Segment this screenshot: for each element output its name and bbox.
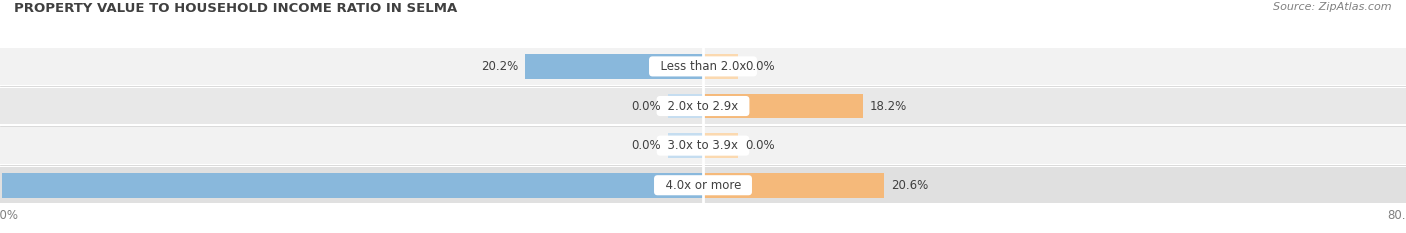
- Text: Source: ZipAtlas.com: Source: ZipAtlas.com: [1274, 2, 1392, 12]
- Text: 20.2%: 20.2%: [481, 60, 519, 73]
- Text: 0.0%: 0.0%: [745, 60, 775, 73]
- Text: Less than 2.0x: Less than 2.0x: [652, 60, 754, 73]
- Bar: [1, 173, 703, 198]
- Bar: [703, 133, 738, 158]
- Text: 0.0%: 0.0%: [631, 99, 661, 113]
- Bar: [668, 133, 703, 158]
- Bar: [703, 173, 884, 198]
- Text: 4.0x or more: 4.0x or more: [658, 179, 748, 192]
- Bar: [526, 54, 703, 79]
- Bar: [0, 127, 1406, 164]
- Text: 18.2%: 18.2%: [870, 99, 907, 113]
- Text: PROPERTY VALUE TO HOUSEHOLD INCOME RATIO IN SELMA: PROPERTY VALUE TO HOUSEHOLD INCOME RATIO…: [14, 2, 457, 15]
- Bar: [0, 167, 1406, 203]
- Bar: [668, 94, 703, 118]
- Bar: [703, 54, 738, 79]
- Bar: [0, 88, 1406, 124]
- Text: 0.0%: 0.0%: [631, 139, 661, 152]
- Text: 2.0x to 2.9x: 2.0x to 2.9x: [661, 99, 745, 113]
- Text: 3.0x to 3.9x: 3.0x to 3.9x: [661, 139, 745, 152]
- Text: 20.6%: 20.6%: [891, 179, 928, 192]
- Text: 0.0%: 0.0%: [745, 139, 775, 152]
- Bar: [703, 94, 863, 118]
- Bar: [0, 48, 1406, 85]
